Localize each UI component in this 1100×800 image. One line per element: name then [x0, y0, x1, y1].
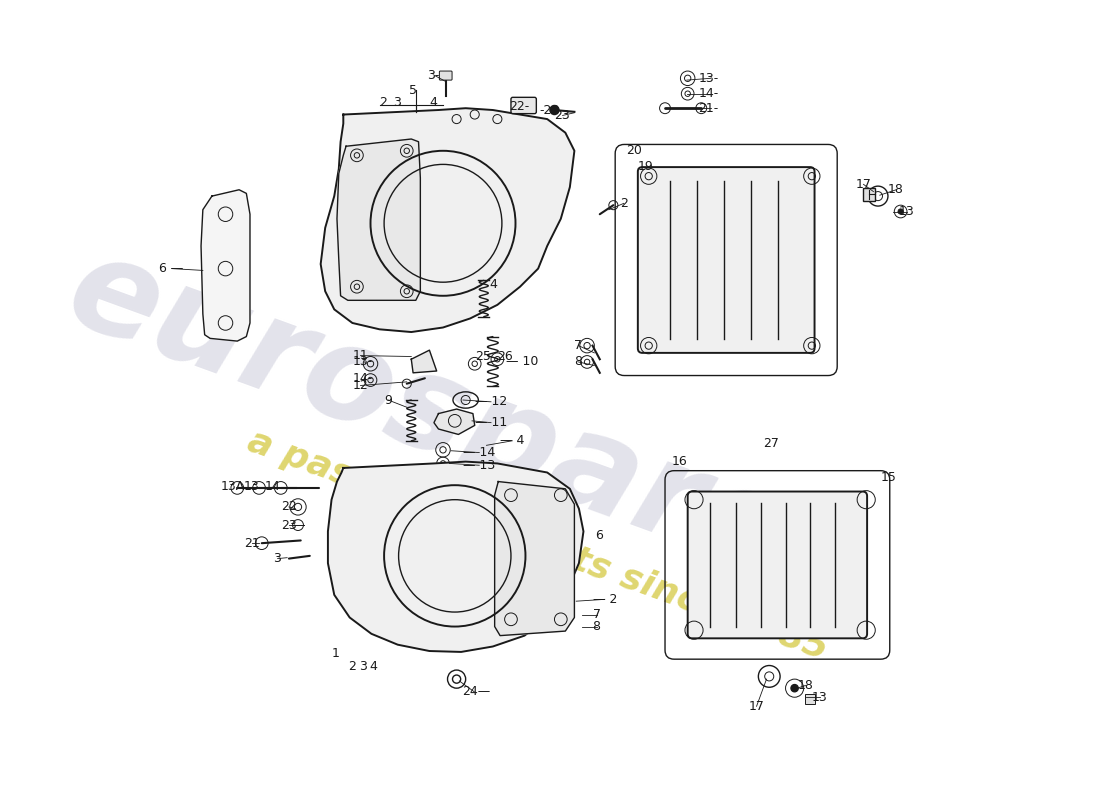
Polygon shape — [495, 482, 574, 636]
Text: 23: 23 — [280, 518, 297, 531]
Text: — 11: — 11 — [475, 416, 507, 429]
Text: 8: 8 — [574, 355, 582, 369]
Text: 1: 1 — [331, 647, 340, 660]
Text: 13: 13 — [899, 205, 914, 218]
Circle shape — [550, 106, 559, 114]
Text: 3: 3 — [359, 660, 366, 673]
Text: 6 —: 6 — — [160, 262, 184, 275]
Text: 17: 17 — [748, 700, 764, 713]
Text: — 4: — 4 — [500, 434, 525, 447]
Text: 4: 4 — [370, 660, 377, 673]
Text: 18: 18 — [888, 183, 904, 196]
Text: 27: 27 — [763, 437, 779, 450]
Text: — 14: — 14 — [463, 446, 495, 459]
Text: 25: 25 — [475, 350, 491, 363]
Text: 14-: 14- — [352, 372, 373, 385]
Polygon shape — [328, 462, 583, 652]
Text: 2: 2 — [379, 96, 387, 110]
Text: — 10: — 10 — [506, 355, 539, 369]
FancyBboxPatch shape — [804, 694, 815, 705]
Text: 13: 13 — [243, 479, 260, 493]
FancyBboxPatch shape — [439, 71, 452, 80]
Text: 23: 23 — [554, 109, 570, 122]
Text: 8: 8 — [593, 620, 601, 633]
Text: 13-: 13- — [352, 355, 373, 369]
Circle shape — [791, 685, 799, 692]
Text: 21: 21 — [243, 537, 260, 550]
Text: eurospares: eurospares — [52, 225, 880, 630]
Text: 11: 11 — [352, 349, 368, 362]
Text: 21-: 21- — [698, 102, 718, 114]
Text: 9: 9 — [384, 394, 392, 406]
Text: — 13: — 13 — [463, 458, 495, 472]
Text: 18: 18 — [798, 679, 813, 692]
Text: 13: 13 — [812, 690, 827, 704]
Text: 13-: 13- — [698, 72, 718, 85]
Text: 5: 5 — [409, 83, 418, 97]
FancyBboxPatch shape — [862, 188, 876, 201]
Polygon shape — [411, 350, 437, 373]
Text: a passion for parts since 1985: a passion for parts since 1985 — [243, 424, 833, 666]
Text: 7: 7 — [593, 608, 601, 622]
Text: 22-: 22- — [509, 100, 529, 113]
Text: — 12: — 12 — [475, 395, 507, 408]
Polygon shape — [337, 139, 420, 300]
Text: 3: 3 — [393, 96, 402, 110]
Text: 3: 3 — [274, 552, 282, 565]
Polygon shape — [321, 108, 574, 332]
Text: 6: 6 — [595, 530, 603, 542]
Text: — 2: — 2 — [593, 593, 617, 606]
Text: 22: 22 — [280, 501, 297, 514]
Text: 16: 16 — [671, 455, 688, 468]
Text: 4: 4 — [429, 96, 438, 110]
Polygon shape — [433, 409, 475, 434]
Text: 14-: 14- — [698, 87, 718, 100]
FancyBboxPatch shape — [638, 167, 814, 353]
Text: 3-: 3- — [427, 69, 439, 82]
Text: 13A: 13A — [221, 479, 245, 493]
Text: 12: 12 — [352, 379, 368, 392]
Polygon shape — [201, 190, 250, 341]
Text: 15: 15 — [881, 470, 896, 483]
Text: 14: 14 — [264, 479, 280, 493]
Text: 17: 17 — [856, 178, 871, 191]
FancyBboxPatch shape — [688, 491, 867, 638]
Text: 20: 20 — [626, 144, 642, 158]
Text: 4: 4 — [490, 278, 497, 290]
Text: 19: 19 — [638, 160, 653, 173]
Text: 24—: 24— — [462, 686, 491, 698]
Text: 26: 26 — [497, 350, 513, 363]
Text: 7: 7 — [574, 339, 582, 352]
Text: -23: -23 — [540, 103, 560, 117]
Circle shape — [898, 209, 903, 214]
Text: 2: 2 — [348, 660, 355, 673]
FancyBboxPatch shape — [512, 98, 537, 114]
Text: 2: 2 — [619, 197, 628, 210]
